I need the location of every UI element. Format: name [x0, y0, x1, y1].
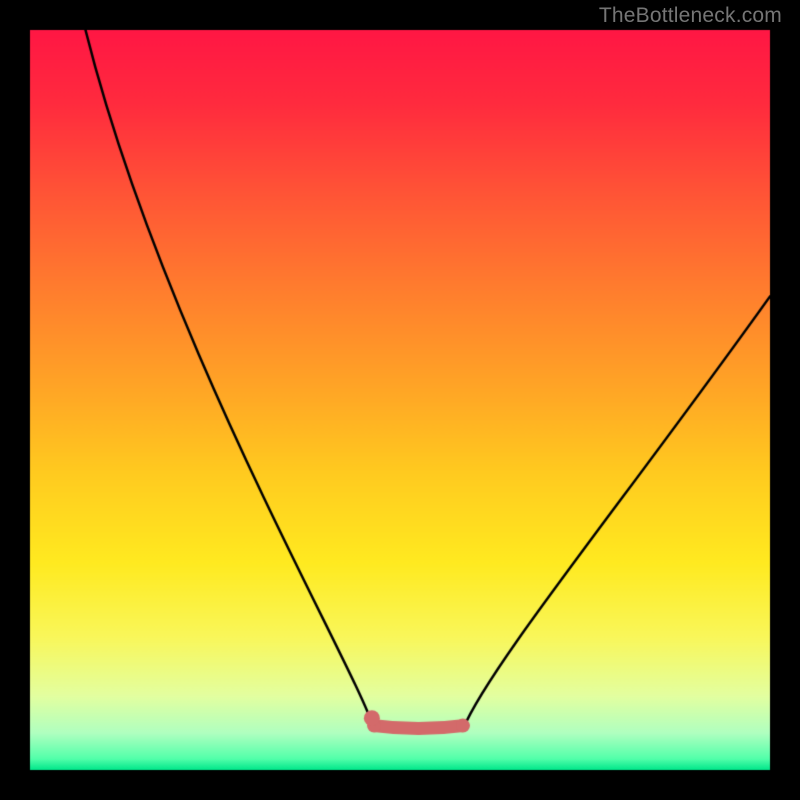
bottleneck-curve-canvas [0, 0, 800, 800]
chart-container: TheBottleneck.com [0, 0, 800, 800]
